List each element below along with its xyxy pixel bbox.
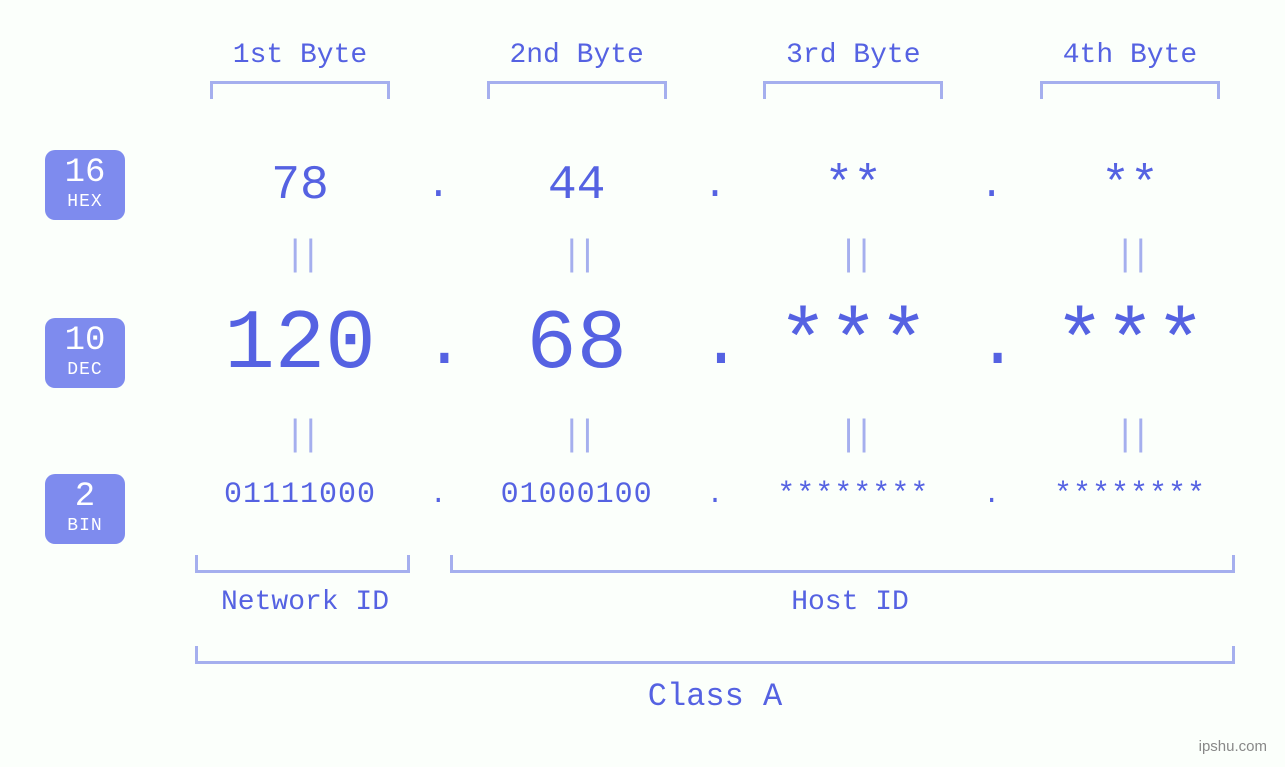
dec-byte-4: *** <box>1010 298 1250 393</box>
badge-dec: 10 DEC <box>45 318 125 388</box>
bin-sep-2: . <box>700 480 730 511</box>
bracket-class <box>195 646 1235 664</box>
badge-hex-label: HEX <box>45 192 125 212</box>
bracket-top-2 <box>487 81 667 99</box>
byte-headers: 1st Byte 2nd Byte 3rd Byte 4th Byte <box>170 0 1260 99</box>
dec-byte-1: 120 <box>180 298 420 393</box>
bin-sep-1: . <box>423 480 453 511</box>
main-grid: 1st Byte 2nd Byte 3rd Byte 4th Byte 78 .… <box>170 0 1260 512</box>
hex-sep-2: . <box>700 164 730 209</box>
hex-byte-3: ** <box>733 159 973 213</box>
dec-sep-3: . <box>977 306 1007 385</box>
host-id-label: Host ID <box>440 573 1260 618</box>
bin-sep-3: . <box>977 480 1007 511</box>
hex-byte-1: 78 <box>180 159 420 213</box>
badge-hex: 16 HEX <box>45 150 125 220</box>
bin-byte-4: ******** <box>1010 478 1250 512</box>
bin-byte-3: ******** <box>733 478 973 512</box>
eq-1-4: || <box>1010 235 1250 276</box>
eq-2-1: || <box>180 415 420 456</box>
badge-bin-num: 2 <box>45 480 125 514</box>
base-badges: 16 HEX 10 DEC 2 BIN <box>45 150 125 642</box>
hex-sep-1: . <box>423 164 453 209</box>
dec-byte-3: *** <box>733 298 973 393</box>
hex-sep-3: . <box>977 164 1007 209</box>
watermark: ipshu.com <box>1199 738 1267 755</box>
dec-sep-1: . <box>423 306 453 385</box>
badge-bin: 2 BIN <box>45 474 125 544</box>
eq-2-2: || <box>457 415 697 456</box>
eq-1-1: || <box>180 235 420 276</box>
class-label: Class A <box>170 664 1260 715</box>
hex-byte-2: 44 <box>457 159 697 213</box>
bin-byte-1: 01111000 <box>180 478 420 512</box>
dec-byte-2: 68 <box>457 298 697 393</box>
bin-row: 01111000 . 01000100 . ******** . *******… <box>170 478 1260 512</box>
net-host-row: Network ID Host ID <box>170 555 1260 618</box>
bracket-top-1 <box>210 81 390 99</box>
byte-header-1: 1st Byte <box>180 0 420 81</box>
class-row: Class A <box>170 646 1260 715</box>
bracket-top-3 <box>763 81 943 99</box>
dec-row: 120 . 68 . *** . *** <box>170 298 1260 393</box>
byte-header-3: 3rd Byte <box>733 0 973 81</box>
bottom-section: Network ID Host ID Class A <box>170 555 1260 715</box>
bin-byte-2: 01000100 <box>457 478 697 512</box>
byte-header-4: 4th Byte <box>1010 0 1250 81</box>
eq-row-2: || || || || <box>170 415 1260 456</box>
byte-header-2: 2nd Byte <box>457 0 697 81</box>
dec-sep-2: . <box>700 306 730 385</box>
eq-2-4: || <box>1010 415 1250 456</box>
badge-dec-num: 10 <box>45 324 125 358</box>
bracket-network <box>195 555 410 573</box>
eq-1-3: || <box>733 235 973 276</box>
eq-1-2: || <box>457 235 697 276</box>
bracket-host <box>450 555 1235 573</box>
badge-hex-num: 16 <box>45 156 125 190</box>
bracket-top-4 <box>1040 81 1220 99</box>
hex-row: 78 . 44 . ** . ** <box>170 159 1260 213</box>
eq-row-1: || || || || <box>170 235 1260 276</box>
hex-byte-4: ** <box>1010 159 1250 213</box>
badge-bin-label: BIN <box>45 516 125 536</box>
network-id-label: Network ID <box>170 573 440 618</box>
badge-dec-label: DEC <box>45 360 125 380</box>
eq-2-3: || <box>733 415 973 456</box>
